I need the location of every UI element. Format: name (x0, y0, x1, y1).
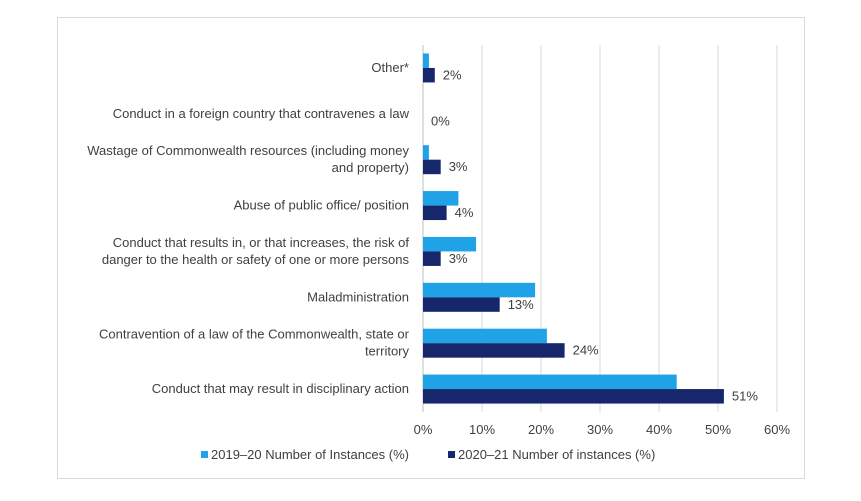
category-label: Wastage of Commonwealth resources (inclu… (87, 143, 409, 175)
data-label: 0% (431, 113, 450, 128)
category-label: Contravention of a law of the Commonweal… (99, 327, 410, 359)
data-label: 24% (573, 343, 599, 358)
x-tick-label: 10% (469, 422, 495, 437)
bar-2020-21 (423, 297, 500, 312)
bar-2020-21 (423, 389, 724, 404)
bar-2019-20 (423, 53, 429, 68)
data-label: 13% (508, 297, 534, 312)
category-label: Abuse of public office/ position (234, 198, 409, 213)
bar-2019-20 (423, 236, 477, 252)
bar-2020-21 (423, 159, 441, 175)
category-label: Maladministration (307, 289, 409, 304)
legend-label: 2019–20 Number of Instances (%) (211, 447, 409, 462)
x-tick-label: 20% (528, 422, 554, 437)
bar-2019-20 (423, 374, 677, 390)
category-label: Conduct that may result in disciplinary … (152, 381, 409, 396)
x-tick-label: 40% (646, 422, 672, 437)
bar-2019-20 (423, 282, 536, 298)
x-tick-label: 0% (414, 422, 433, 437)
bar-2020-21 (423, 205, 447, 221)
category-label: Other* (371, 60, 409, 75)
category-label: Conduct in a foreign country that contra… (113, 106, 410, 121)
data-label: 3% (449, 159, 468, 174)
legend: 2019–20 Number of Instances (%) 2020–21 N… (201, 447, 655, 462)
data-label: 3% (449, 251, 468, 266)
data-label: 4% (455, 205, 474, 220)
bar-2019-20 (423, 191, 459, 206)
bar-2020-21 (423, 251, 441, 266)
data-label: 2% (443, 67, 462, 82)
x-tick-label: 60% (764, 422, 790, 437)
category-labels: Other* Conduct in a foreign country that … (87, 60, 409, 396)
data-labels: 2% 0% 3% 4% 3% 13% 24% 51% (431, 67, 758, 403)
data-label: 51% (732, 389, 758, 404)
legend-label: 2020–21 Number of instances (%) (458, 447, 655, 462)
legend-swatch-2020-21 (448, 451, 455, 458)
x-axis-ticks: 0% 10% 20% 30% 40% 50% 60% (414, 422, 791, 437)
bar-2019-20 (423, 145, 429, 160)
legend-swatch-2019-20 (201, 451, 208, 458)
x-tick-label: 30% (587, 422, 613, 437)
bar-2020-21 (423, 343, 565, 358)
bar-2019-20 (423, 328, 547, 344)
bars (423, 53, 724, 404)
x-tick-label: 50% (705, 422, 731, 437)
category-label: Conduct that results in, or that increas… (102, 235, 410, 267)
bar-2020-21 (423, 67, 435, 83)
